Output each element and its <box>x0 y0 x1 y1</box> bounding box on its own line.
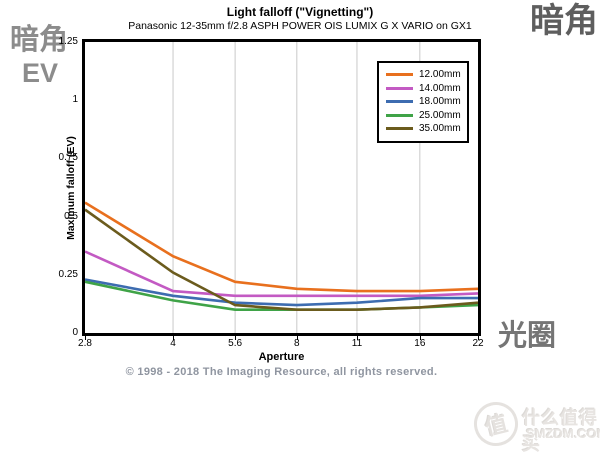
smzdm-logo-icon: 值 <box>469 397 523 451</box>
legend-label: 18.00mm <box>419 96 461 108</box>
watermark-ev-text: EV <box>22 58 59 88</box>
legend-swatch-line <box>386 86 413 90</box>
legend-swatch-line <box>386 113 413 117</box>
legend-item: 25.00mm <box>386 109 461 123</box>
x-tickmark <box>356 336 358 340</box>
legend-swatch-line <box>386 73 413 77</box>
legend-swatch-line <box>386 127 413 131</box>
x-tick-label: 8 <box>294 338 300 349</box>
legend-item: 18.00mm <box>386 95 461 109</box>
x-tick-label: 2.8 <box>78 338 92 349</box>
x-tickmark <box>85 336 86 340</box>
x-tick-label: 16 <box>414 338 426 349</box>
watermark-top-left-text: 暗角 <box>10 24 69 56</box>
x-tickmark <box>419 336 421 340</box>
smzdm-name-text: 什么值得买 <box>522 408 598 454</box>
smzdm-domain-text: SMZDM.COM <box>526 426 600 441</box>
legend-item: 14.00mm <box>386 82 461 96</box>
legend-item: 35.00mm <box>386 122 461 136</box>
x-tickmark <box>235 336 237 340</box>
y-tick-label: 0.75 <box>58 152 78 164</box>
copyright-text: © 1998 - 2018 The Imaging Resource, all … <box>125 366 438 378</box>
x-tickmark <box>478 336 479 340</box>
x-tickmark <box>296 336 298 340</box>
legend-label: 35.00mm <box>419 123 461 135</box>
y-tick-label: 0.25 <box>58 268 78 280</box>
x-tickmark <box>173 336 175 340</box>
x-tick-label: 5.6 <box>228 338 243 349</box>
y-tick-label: 1 <box>72 94 78 106</box>
x-tick-label: 22 <box>472 338 484 349</box>
legend-label: 25.00mm <box>419 109 461 121</box>
legend-label: 14.00mm <box>419 82 461 94</box>
legend-swatch-line <box>386 100 413 104</box>
y-tick-label: 1.25 <box>58 36 78 47</box>
x-tick-label: 11 <box>351 338 363 349</box>
watermark-aperture-text: 光圈 <box>498 320 557 352</box>
smzdm-watermark: 值 什么值得买 SMZDM.COM <box>469 397 600 454</box>
x-axis-ticks: 2.8 4 5.6 8 11 16 22 <box>78 338 484 350</box>
y-tick-label: 0 <box>72 327 78 338</box>
legend-item: 12.00mm <box>386 68 461 82</box>
x-axis-label: Aperture <box>258 351 305 363</box>
watermark-top-right-text: 暗角 <box>530 2 598 40</box>
chart-title: Light falloff ("Vignetting") <box>226 5 374 19</box>
x-tick-label: 4 <box>170 338 176 349</box>
chart-subtitle: Panasonic 12-35mm f/2.8 ASPH POWER OIS L… <box>128 20 472 32</box>
line-plot <box>85 42 478 333</box>
legend-label: 12.00mm <box>419 69 461 81</box>
y-tick-label: 0.5 <box>64 210 78 222</box>
legend: 12.00mm 14.00mm 18.00mm 25.00mm 35.00mm <box>377 61 469 143</box>
